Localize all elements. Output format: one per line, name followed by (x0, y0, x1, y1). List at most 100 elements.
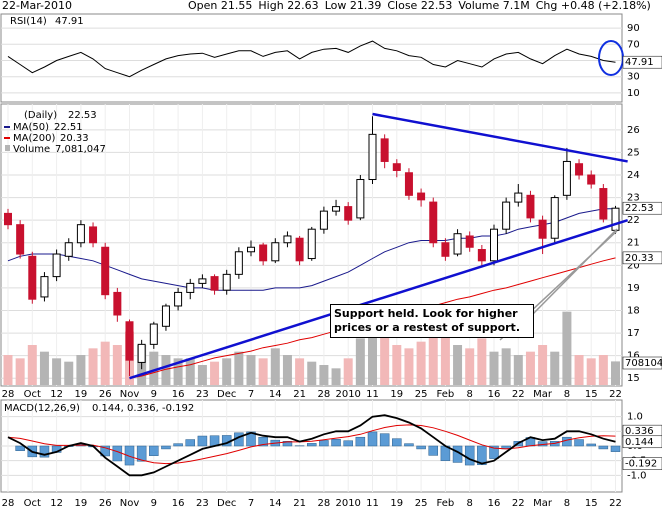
x-tick-label: 28 (318, 389, 331, 400)
volume-bar (185, 358, 195, 385)
candle-body (441, 242, 450, 257)
x-tick-label: 8 (467, 389, 473, 400)
candle-body (137, 343, 146, 363)
macd-histogram-bar (15, 445, 25, 451)
volume-bar (15, 358, 25, 385)
macd-histogram-bar (149, 445, 159, 456)
candle-body (259, 244, 268, 262)
x-tick-label: 11 (366, 498, 379, 509)
x-tick-label: 19 (390, 389, 403, 400)
y-tick-label: 70 (627, 39, 640, 50)
y-tick-label: 20 (627, 260, 640, 271)
volume-bar (574, 355, 584, 385)
volume-bar (246, 355, 256, 385)
x-tick-label: 14 (269, 389, 282, 400)
candle-body (429, 201, 438, 244)
volume-bar (368, 325, 377, 385)
volume-bar (234, 351, 244, 385)
volume-bar (52, 358, 62, 385)
x-tick-label: 16 (172, 498, 185, 509)
candle-body (210, 276, 219, 291)
x-tick-label: Dec (217, 498, 236, 509)
volume-bar (380, 335, 390, 385)
volume-bar (611, 361, 620, 385)
header-item: Chg +0.48 (+2.18%) (536, 0, 651, 12)
y-tick-label: 90 (627, 23, 640, 34)
trendline (129, 218, 629, 380)
candle-body (562, 160, 571, 196)
volume-bar (319, 365, 329, 385)
volume-bar (270, 348, 280, 385)
candle-body (453, 233, 462, 255)
header-value: 7.1M (502, 0, 530, 12)
macd-histogram-bar (343, 440, 353, 447)
volume-bar (489, 351, 499, 385)
header-items: Open 21.55 High 22.63 Low 21.39 Close 22.53… (188, 0, 657, 12)
candle-body (283, 235, 292, 244)
candle-body (101, 246, 110, 296)
volume-bar (27, 345, 37, 385)
volume-bar (550, 351, 560, 385)
x-tick-label: 23 (196, 498, 209, 509)
volume-bar (404, 348, 414, 385)
grid-layer: 10305070901516171819202122232425261.00.5… (1, 23, 647, 509)
volume-bar (210, 361, 220, 385)
x-tick-label: 9 (151, 498, 157, 509)
candle-body (186, 282, 195, 293)
x-tick-label: 15 (585, 498, 598, 509)
x-tick-label: 19 (75, 389, 88, 400)
x-tick-label: Feb (437, 389, 455, 400)
x-tick-label: 22 (512, 498, 525, 509)
volume-bar (258, 358, 268, 385)
y-tick-label: 24 (627, 170, 640, 181)
macd-tag: -0.192 (625, 459, 657, 470)
candle-body (89, 226, 98, 244)
candle-body (247, 246, 255, 253)
volume-bar (100, 341, 110, 385)
candle-body (380, 138, 389, 162)
macd-histogram-bar (477, 445, 487, 466)
price-tag: 22.53 (625, 203, 654, 214)
y-tick-label: 22 (627, 215, 640, 226)
candle-body (64, 242, 73, 257)
candle-body (149, 323, 158, 345)
header-value: 21.55 (220, 0, 253, 12)
header-value: 21.39 (349, 0, 382, 12)
macd-legend-value: 0.144, 0.336, -0.192 (92, 403, 194, 414)
x-tick-label: 9 (151, 389, 157, 400)
y-tick-label: 30 (627, 72, 640, 83)
macd-histogram-bar (464, 445, 475, 466)
macd-histogram-bar (258, 436, 268, 447)
candle-body (368, 133, 377, 181)
candle-body (502, 201, 511, 230)
x-tick-label: 25 (415, 498, 428, 509)
x-tick-label: 8 (564, 498, 570, 509)
volume-bar (197, 365, 207, 385)
candle-body (550, 197, 559, 239)
header-value: +0.48 (+2.18%) (560, 0, 651, 12)
annotation: Support held. Look for higher prices or … (330, 304, 534, 338)
candle-body (52, 253, 61, 278)
x-tick-label: 16 (488, 389, 501, 400)
header-item: Volume 7.1M (458, 0, 529, 12)
volume-bar (88, 348, 98, 385)
x-tick-label: 14 (269, 498, 282, 509)
x-tick-label: 28 (318, 498, 331, 509)
header-label: Volume (458, 0, 500, 12)
header-date: 22-Mar-2010 (2, 0, 72, 12)
trendline (372, 112, 628, 163)
ma200-legend-label: MA(200) (13, 133, 55, 144)
header-value: 22.53 (420, 0, 453, 12)
candle-body (295, 237, 304, 262)
header-value: 22.63 (287, 0, 319, 12)
x-tick-label: 22 (512, 389, 525, 400)
y-tick-label: 18 (627, 305, 640, 316)
ma50-line (7, 208, 616, 291)
macd-histogram-bar (331, 439, 341, 447)
candle-body (307, 228, 316, 260)
candle-body (356, 179, 365, 219)
header-item: Close 22.53 (387, 0, 452, 12)
candle-body (490, 228, 498, 262)
macd-histogram-bar (112, 445, 123, 462)
